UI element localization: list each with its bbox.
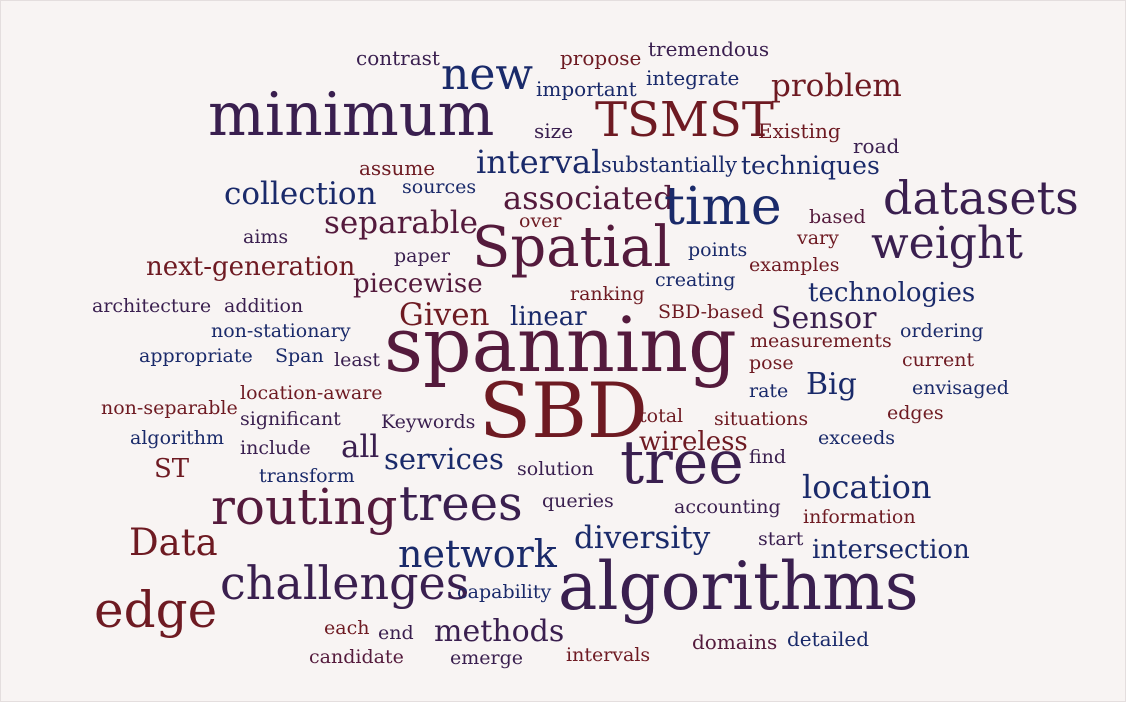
word-current: current: [902, 349, 975, 371]
word-start: start: [758, 528, 804, 550]
word-each: each: [324, 617, 370, 639]
word-sbd-based: SBD-based: [658, 301, 764, 323]
word-architecture: architecture: [92, 295, 212, 317]
word-assume: assume: [359, 156, 436, 180]
word-sensor: Sensor: [771, 301, 877, 336]
word-least: least: [334, 349, 381, 371]
word-integrate: integrate: [646, 66, 740, 90]
word-challenges: challenges: [220, 556, 470, 610]
word-network: network: [398, 532, 557, 576]
word-existing: Existing: [758, 119, 841, 143]
word-algorithms: algorithms: [558, 548, 919, 625]
word-new: new: [441, 49, 534, 100]
word-domains: domains: [692, 630, 778, 654]
word-spanning: spanning: [384, 300, 737, 389]
word-size: size: [534, 119, 574, 143]
word-technologies: technologies: [808, 278, 976, 308]
word-spatial: Spatial: [472, 215, 672, 280]
word-edge: edge: [94, 581, 218, 639]
word-given: Given: [399, 297, 490, 333]
word-next-generation: next-generation: [146, 252, 356, 282]
word-substantially: substantially: [601, 153, 737, 177]
word-location-aware: location-aware: [240, 382, 383, 404]
word-routing: routing: [211, 478, 398, 536]
word-accounting: accounting: [674, 496, 781, 518]
word-pose: pose: [749, 352, 794, 374]
word-location: location: [802, 468, 932, 506]
word-ordering: ordering: [900, 320, 984, 342]
word-solution: solution: [517, 458, 594, 480]
word-minimum: minimum: [208, 80, 495, 150]
word-emerge: emerge: [450, 647, 523, 669]
word-keywords: Keywords: [381, 411, 476, 433]
word-contrast: contrast: [356, 46, 440, 70]
word-big: Big: [806, 367, 857, 402]
word-rate: rate: [749, 380, 789, 402]
word-data: Data: [129, 521, 218, 564]
word-capability: capability: [457, 581, 552, 603]
word-aims: aims: [243, 226, 289, 248]
word-methods: methods: [434, 614, 565, 649]
word-non-stationary: non-stationary: [211, 320, 351, 342]
word-piecewise: piecewise: [353, 269, 483, 299]
word-queries: queries: [542, 490, 614, 512]
word-time: time: [664, 177, 782, 237]
word-all: all: [341, 429, 380, 465]
word-total: total: [639, 405, 684, 427]
word-problem: problem: [771, 68, 902, 104]
word-appropriate: appropriate: [139, 345, 253, 367]
word-span: Span: [275, 345, 324, 367]
word-datasets: datasets: [883, 171, 1079, 225]
word-interval: interval: [476, 143, 602, 181]
word-situations: situations: [714, 408, 809, 430]
word-vary: vary: [797, 227, 839, 249]
word-paper: paper: [394, 245, 450, 267]
word-intervals: intervals: [566, 644, 651, 666]
word-sbd: SBD: [479, 366, 648, 455]
word-st: ST: [154, 454, 190, 484]
word-tree: tree: [620, 428, 744, 498]
word-detailed: detailed: [787, 627, 870, 651]
word-candidate: candidate: [309, 646, 404, 668]
word-non-separable: non-separable: [101, 397, 238, 419]
word-trees: trees: [399, 476, 523, 532]
word-envisaged: envisaged: [912, 377, 1009, 399]
word-sources: sources: [402, 176, 477, 198]
word-road: road: [853, 134, 900, 158]
word-wireless: wireless: [639, 427, 748, 457]
word-weight: weight: [871, 218, 1023, 269]
word-addition: addition: [224, 295, 304, 317]
word-important: important: [536, 77, 637, 101]
word-diversity: diversity: [574, 520, 711, 556]
word-tremendous: tremendous: [648, 37, 770, 61]
word-tsmst: TSMST: [595, 92, 774, 148]
word-transform: transform: [259, 465, 355, 487]
word-information: information: [803, 506, 916, 528]
word-ranking: ranking: [570, 283, 645, 305]
word-algorithm: algorithm: [130, 427, 225, 449]
word-associated: associated: [503, 179, 674, 217]
word-separable: separable: [324, 205, 478, 241]
word-creating: creating: [655, 269, 736, 291]
word-over: over: [519, 210, 562, 232]
word-services: services: [384, 442, 504, 476]
word-linear: linear: [510, 302, 587, 332]
word-find: find: [749, 446, 787, 468]
word-measurements: measurements: [750, 330, 892, 352]
word-edges: edges: [887, 402, 944, 424]
word-based: based: [809, 206, 866, 228]
word-propose: propose: [560, 46, 642, 70]
word-intersection: intersection: [812, 535, 970, 565]
word-examples: examples: [749, 254, 840, 276]
word-collection: collection: [224, 176, 377, 212]
word-include: include: [240, 437, 311, 459]
word-points: points: [688, 239, 748, 261]
word-techniques: techniques: [741, 151, 880, 180]
word-exceeds: exceeds: [818, 427, 896, 449]
word-end: end: [378, 622, 414, 644]
word-significant: significant: [240, 408, 341, 430]
